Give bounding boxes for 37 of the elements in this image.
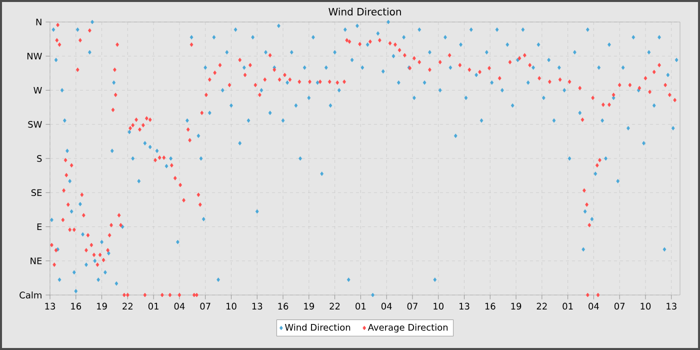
x-tick-label: 01 bbox=[562, 302, 573, 310]
x-tick-label: 01 bbox=[356, 302, 366, 310]
chart-title: Wind Direction bbox=[328, 8, 401, 16]
text: SW bbox=[28, 120, 42, 128]
x-tick-label: 19 bbox=[304, 302, 314, 310]
text: SE bbox=[31, 189, 42, 196]
x-tick-label: 22 bbox=[536, 302, 547, 310]
x-tick-label: 16 bbox=[278, 302, 288, 310]
x-tick-label: 10 bbox=[226, 302, 236, 310]
x-tick-label: 22 bbox=[330, 302, 340, 310]
x-tick-label: 07 bbox=[614, 302, 625, 310]
x-tick-label: 07 bbox=[407, 302, 418, 310]
x-tick-label: 22 bbox=[122, 302, 132, 310]
text: NE bbox=[30, 258, 42, 264]
x-tick-label: 16 bbox=[71, 302, 82, 310]
x-tick-label: 04 bbox=[588, 302, 599, 310]
x-tick-label: 13 bbox=[460, 302, 470, 310]
text: NW bbox=[27, 52, 42, 60]
legend-label: Average Direction bbox=[368, 324, 448, 332]
legend-label: Wind Direction bbox=[284, 324, 350, 331]
x-tick-label: 13 bbox=[252, 302, 262, 310]
x-tick-label: 16 bbox=[485, 302, 496, 310]
x-tick-label: 10 bbox=[640, 302, 651, 310]
x-tick-label: 19 bbox=[511, 302, 522, 310]
x-tick-label: 10 bbox=[434, 302, 444, 310]
x-tick-label: 04 bbox=[381, 302, 392, 310]
x-tick-label: 13 bbox=[45, 302, 55, 310]
text: Calm bbox=[20, 292, 42, 298]
text: E bbox=[37, 223, 42, 230]
text: W bbox=[34, 86, 42, 94]
text: S bbox=[37, 155, 42, 162]
x-tick-label: 01 bbox=[148, 302, 158, 310]
x-tick-label: 13 bbox=[666, 302, 676, 310]
x-tick-label: 04 bbox=[174, 302, 185, 310]
x-tick-label: 07 bbox=[200, 302, 210, 310]
x-tick-label: 19 bbox=[97, 302, 107, 310]
text: N bbox=[36, 18, 42, 26]
